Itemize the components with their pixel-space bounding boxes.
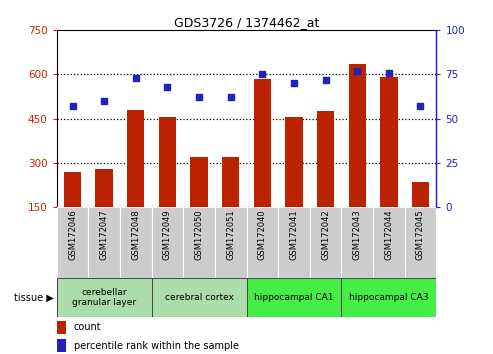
Bar <box>380 77 397 207</box>
Point <box>100 98 108 104</box>
Text: GSM172041: GSM172041 <box>289 209 298 260</box>
Bar <box>57 278 152 317</box>
Bar <box>120 207 152 278</box>
Text: GSM172048: GSM172048 <box>131 209 141 260</box>
Text: GSM172047: GSM172047 <box>100 209 108 260</box>
Text: GSM172043: GSM172043 <box>352 209 362 260</box>
Bar <box>246 278 341 317</box>
Bar <box>349 64 366 207</box>
Text: tissue ▶: tissue ▶ <box>14 292 54 302</box>
Bar <box>159 117 176 207</box>
Text: hippocampal CA1: hippocampal CA1 <box>254 293 334 302</box>
Point <box>385 70 393 75</box>
Bar <box>341 207 373 278</box>
Text: hippocampal CA3: hippocampal CA3 <box>349 293 428 302</box>
Bar <box>64 172 81 207</box>
Bar <box>373 207 405 278</box>
Bar <box>127 110 144 207</box>
Point <box>258 72 266 77</box>
Bar <box>317 111 334 207</box>
Bar <box>152 207 183 278</box>
Point <box>353 68 361 74</box>
Point <box>69 103 76 109</box>
Bar <box>215 207 246 278</box>
Bar <box>253 79 271 207</box>
Point <box>321 77 329 82</box>
Text: GSM172046: GSM172046 <box>68 209 77 260</box>
Point <box>195 95 203 100</box>
Text: GSM172040: GSM172040 <box>258 209 267 260</box>
Text: GSM172045: GSM172045 <box>416 209 425 260</box>
Text: GSM172049: GSM172049 <box>163 209 172 260</box>
Bar <box>152 278 246 317</box>
Bar <box>341 278 436 317</box>
Point <box>417 103 424 109</box>
Text: GSM172050: GSM172050 <box>195 209 204 260</box>
Bar <box>405 207 436 278</box>
Text: GSM172044: GSM172044 <box>385 209 393 260</box>
Bar <box>57 339 66 352</box>
Point <box>132 75 140 81</box>
Point <box>290 80 298 86</box>
Bar <box>310 207 341 278</box>
Bar <box>88 207 120 278</box>
Bar <box>96 169 113 207</box>
Bar <box>190 157 208 207</box>
Text: GSM172042: GSM172042 <box>321 209 330 260</box>
Bar <box>222 157 240 207</box>
Text: cerebral cortex: cerebral cortex <box>165 293 234 302</box>
Text: count: count <box>74 322 102 332</box>
Bar <box>285 117 303 207</box>
Bar <box>57 207 88 278</box>
Bar <box>57 321 66 333</box>
Point <box>164 84 172 90</box>
Text: GSM172051: GSM172051 <box>226 209 235 260</box>
Bar <box>183 207 215 278</box>
Bar <box>278 207 310 278</box>
Point <box>227 95 235 100</box>
Text: percentile rank within the sample: percentile rank within the sample <box>74 341 239 351</box>
Title: GDS3726 / 1374462_at: GDS3726 / 1374462_at <box>174 16 319 29</box>
Bar <box>246 207 278 278</box>
Text: cerebellar
granular layer: cerebellar granular layer <box>72 288 136 307</box>
Bar <box>412 182 429 207</box>
